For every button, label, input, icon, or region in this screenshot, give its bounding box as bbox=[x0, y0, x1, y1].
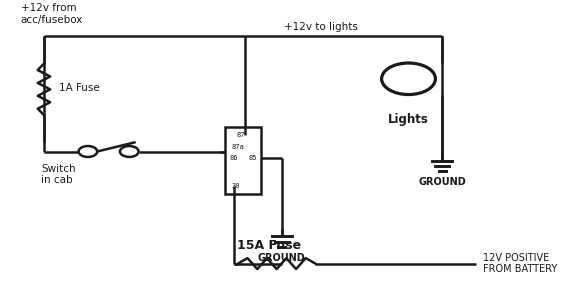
Text: 87: 87 bbox=[236, 132, 244, 138]
FancyBboxPatch shape bbox=[225, 127, 261, 194]
Text: +12v to lights: +12v to lights bbox=[284, 22, 358, 32]
Text: GROUND: GROUND bbox=[258, 253, 306, 263]
Text: 30: 30 bbox=[231, 183, 240, 189]
Text: 12V POSITIVE
FROM BATTERY: 12V POSITIVE FROM BATTERY bbox=[484, 253, 558, 275]
Text: GROUND: GROUND bbox=[418, 177, 466, 187]
Text: 86: 86 bbox=[229, 155, 238, 161]
Text: Lights: Lights bbox=[388, 113, 429, 126]
Text: 87a: 87a bbox=[232, 144, 244, 150]
Text: 85: 85 bbox=[248, 155, 257, 161]
Text: +12v from
acc/fusebox: +12v from acc/fusebox bbox=[21, 3, 83, 25]
Text: Switch
in cab: Switch in cab bbox=[41, 164, 76, 185]
Text: 1A Fuse: 1A Fuse bbox=[60, 83, 100, 93]
Text: 15A Fuse: 15A Fuse bbox=[237, 239, 301, 252]
